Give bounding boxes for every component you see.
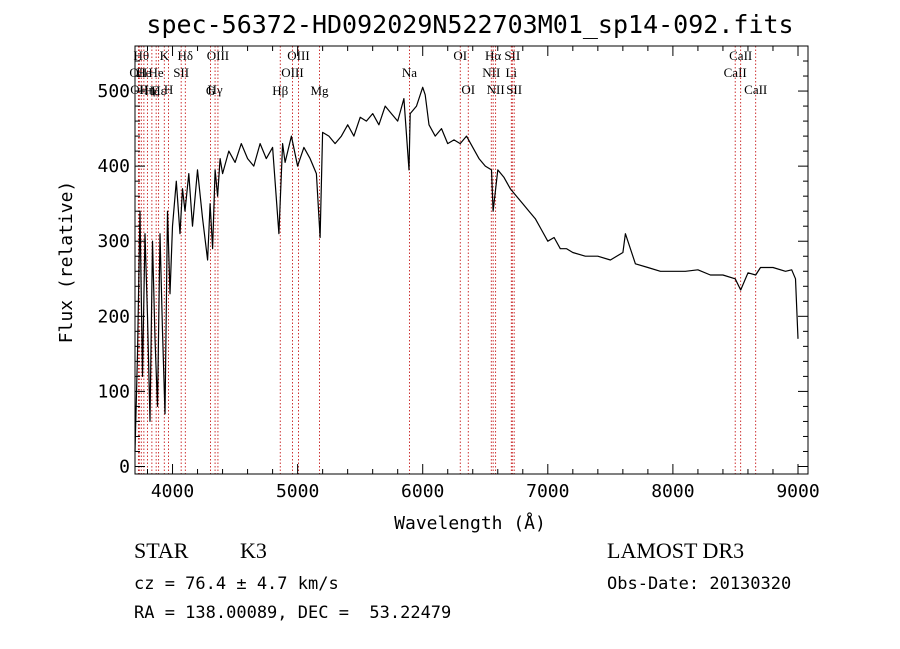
line-marker-label: Na (402, 65, 417, 80)
x-tick-label: 5000 (276, 481, 319, 502)
line-marker-label: OI (461, 82, 475, 97)
y-tick-label: 300 (97, 231, 130, 252)
line-markers: OIIOIIHθHeHηHζHeHεKHSIIHδGHγOIIIHβOIIIOI… (129, 46, 767, 474)
series-line (134, 86, 799, 452)
survey-name: LAMOST DR3 (607, 538, 745, 563)
line-marker-label: Hε (151, 83, 166, 98)
line-marker-label: H (164, 82, 173, 97)
line-marker-label: NII (487, 82, 505, 97)
line-marker-label: He (149, 65, 164, 80)
obs-date: Obs-Date: 20130320 (607, 574, 792, 594)
line-marker-label: OIII (207, 48, 229, 63)
y-tick-label: 400 (97, 156, 130, 177)
line-marker-label: NII (482, 65, 500, 80)
y-axis-label: Flux (relative) (56, 181, 77, 344)
line-marker-label: OI (453, 48, 467, 63)
line-marker-label: CaII (729, 48, 752, 63)
line-marker-label: Mg (310, 83, 329, 98)
line-marker-label: Hβ (272, 83, 288, 98)
plot-frame (134, 45, 809, 475)
x-axis-ticks: 4000 5000 6000 7000 8000 9000 (147, 46, 820, 502)
x-axis-label: Wavelength (Å) (394, 512, 546, 534)
line-marker-label: He (136, 65, 151, 80)
line-marker-label: OII (129, 65, 147, 80)
x-tick-label: 9000 (776, 481, 819, 502)
line-marker-label: G (206, 83, 215, 98)
x-tick-label: 6000 (401, 481, 444, 502)
y-tick-label: 500 (97, 81, 130, 102)
coordinates: RA = 138.00089, DEC = 53.22479 (134, 603, 452, 623)
y-tick-label: 200 (97, 306, 130, 327)
line-marker-label: OIII (281, 65, 303, 80)
line-marker-label: K (160, 48, 170, 63)
line-marker-label: CaII (724, 65, 747, 80)
x-tick-label: 8000 (651, 481, 694, 502)
y-tick-label: 0 (119, 456, 130, 477)
redshift-velocity: cz = 76.4 ± 4.7 km/s (134, 574, 339, 594)
spectrum-series (134, 86, 799, 452)
line-marker-label: Hθ (133, 48, 149, 63)
line-marker-label: SII (506, 82, 522, 97)
line-marker-label: CaII (744, 82, 767, 97)
line-marker-label: Hγ (207, 82, 222, 97)
y-axis-ticks: 0 100 200 300 400 500 (97, 60, 808, 477)
x-tick-label: 7000 (526, 481, 569, 502)
line-marker-label: Hδ (178, 48, 194, 63)
line-marker-label: OIII (287, 48, 309, 63)
object-subclass: K3 (240, 538, 267, 563)
line-marker-label: Li (505, 65, 517, 80)
chart-title: spec-56372-HD092029N522703M01_sp14-092.f… (146, 10, 793, 39)
x-tick-label: 4000 (151, 481, 194, 502)
line-marker-label: Hζ (144, 83, 159, 98)
line-marker-label: SII (173, 65, 189, 80)
y-tick-label: 100 (97, 381, 130, 402)
object-class: STAR (134, 538, 189, 563)
line-marker-label: Hα (485, 48, 501, 63)
line-marker-label: SII (504, 48, 520, 63)
